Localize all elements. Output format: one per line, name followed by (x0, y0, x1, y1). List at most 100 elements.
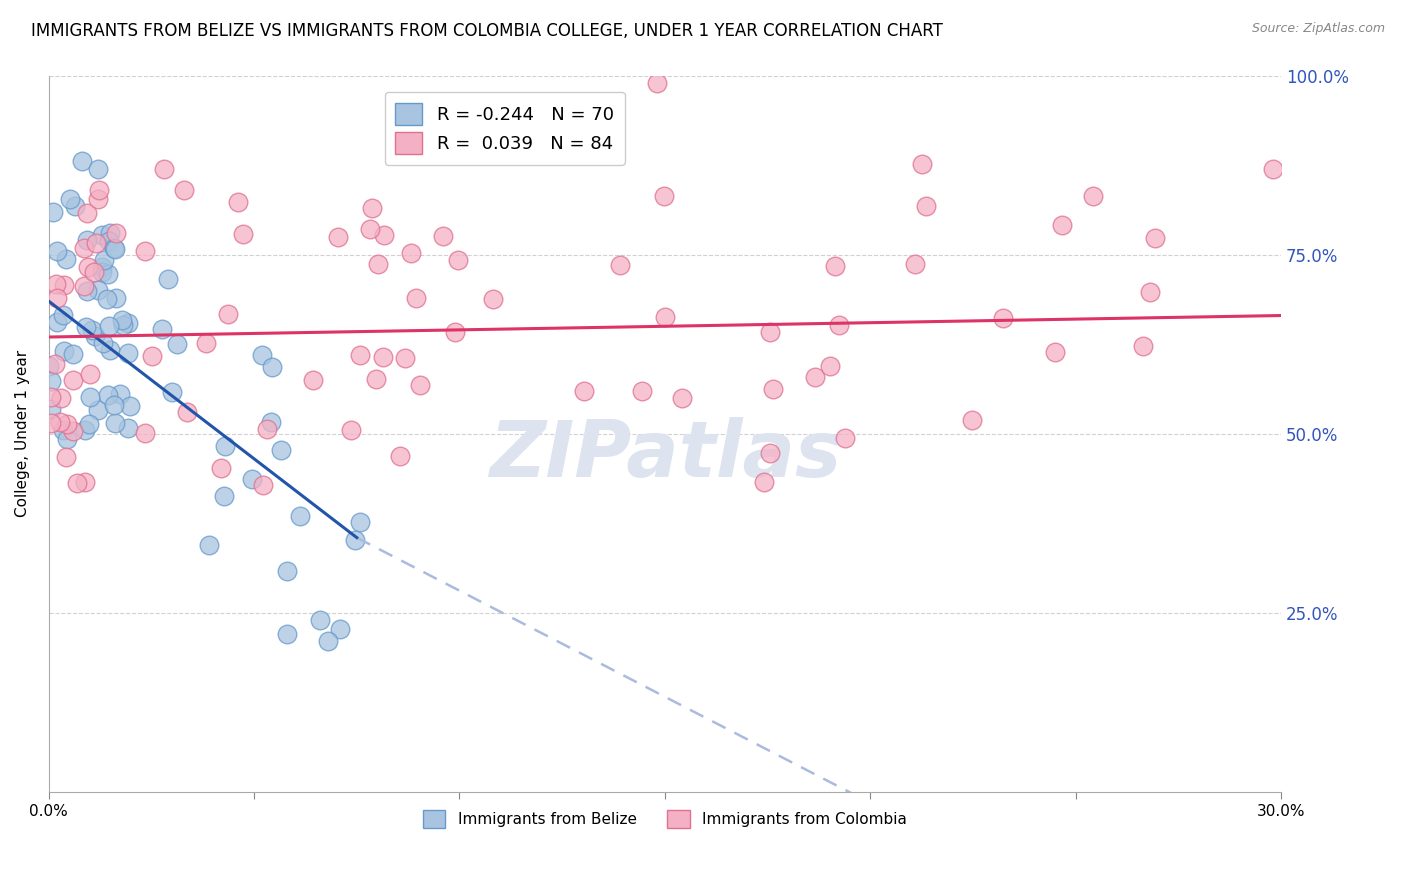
Point (76, 319, 98, 334)
Point (90, 265, 112, 279)
Point (194, 336, 217, 351)
Point (141, 349, 163, 363)
Text: Source: ZipAtlas.com: Source: ZipAtlas.com (1251, 22, 1385, 36)
Point (73, 475, 96, 490)
Point (70, 154, 93, 169)
Point (328, 230, 350, 244)
Point (73, 423, 96, 437)
Point (77, 417, 100, 432)
Point (120, 399, 142, 413)
Point (360, 201, 382, 215)
Point (262, 360, 284, 375)
Point (79, 390, 101, 404)
Point (309, 613, 332, 627)
Point (42, 205, 65, 219)
Point (367, 257, 389, 271)
Point (103, 241, 125, 255)
Point (173, 183, 195, 197)
Point (447, 253, 470, 268)
Point (904, 257, 927, 271)
Point (388, 449, 411, 463)
Point (39, 402, 62, 417)
Point (432, 229, 454, 244)
Point (1081, 189, 1104, 203)
Point (166, 336, 188, 351)
Point (62, 347, 84, 361)
Y-axis label: College, Under 1 year: College, Under 1 year (15, 351, 30, 517)
Point (49, 391, 72, 405)
Point (103, 398, 125, 412)
Point (329, 622, 352, 636)
Point (84, 235, 107, 250)
Point (97, 388, 120, 402)
Point (52, 423, 75, 437)
Point (630, 384, 652, 398)
Point (152, 161, 174, 176)
Point (73, 241, 96, 255)
Point (79, 367, 101, 381)
Point (960, 412, 983, 426)
Point (65, 199, 87, 213)
Point (217, 308, 239, 322)
Point (73, 279, 96, 293)
Point (104, 291, 127, 305)
Point (197, 538, 219, 552)
Point (97, 319, 120, 334)
Point (156, 272, 179, 286)
Point (93, 252, 115, 267)
Point (915, 199, 938, 213)
Point (76, 285, 98, 299)
Point (1050, 219, 1073, 233)
Point (991, 311, 1014, 326)
Point (290, 509, 312, 524)
Point (80, 323, 103, 337)
Point (373, 350, 395, 364)
Point (55, 450, 77, 464)
Point (359, 222, 381, 236)
Point (645, 76, 668, 90)
Point (834, 430, 856, 444)
Point (803, 370, 825, 384)
Point (62, 373, 84, 387)
Point (911, 157, 934, 171)
Point (162, 384, 184, 399)
Point (46, 244, 69, 258)
Point (97, 234, 120, 248)
Point (652, 189, 675, 203)
Point (316, 633, 339, 648)
Point (111, 312, 134, 326)
Point (77, 260, 100, 274)
Point (1261, 161, 1284, 176)
Point (754, 475, 776, 489)
Text: IMMIGRANTS FROM BELIZE VS IMMIGRANTS FROM COLOMBIA COLLEGE, UNDER 1 YEAR CORRELA: IMMIGRANTS FROM BELIZE VS IMMIGRANTS FRO… (31, 22, 943, 40)
Point (1045, 345, 1067, 359)
Point (134, 244, 156, 258)
Point (98, 343, 121, 357)
Point (111, 318, 134, 333)
Point (349, 516, 371, 530)
Point (212, 489, 235, 503)
Point (76, 233, 98, 247)
Point (762, 382, 785, 396)
Point (276, 627, 298, 641)
Point (1144, 231, 1167, 245)
Point (91, 260, 114, 274)
Point (52, 277, 75, 292)
Point (176, 405, 198, 419)
Point (117, 421, 139, 435)
Point (214, 439, 236, 453)
Point (226, 195, 249, 210)
Point (399, 245, 422, 260)
Point (818, 359, 841, 373)
Point (39, 390, 62, 404)
Point (444, 325, 467, 339)
Point (134, 426, 156, 441)
Point (394, 351, 416, 365)
Point (339, 423, 361, 437)
Point (86, 402, 108, 417)
Point (44, 358, 66, 372)
Point (117, 316, 139, 330)
Point (366, 372, 388, 386)
Point (59, 192, 82, 206)
Point (409, 378, 432, 392)
